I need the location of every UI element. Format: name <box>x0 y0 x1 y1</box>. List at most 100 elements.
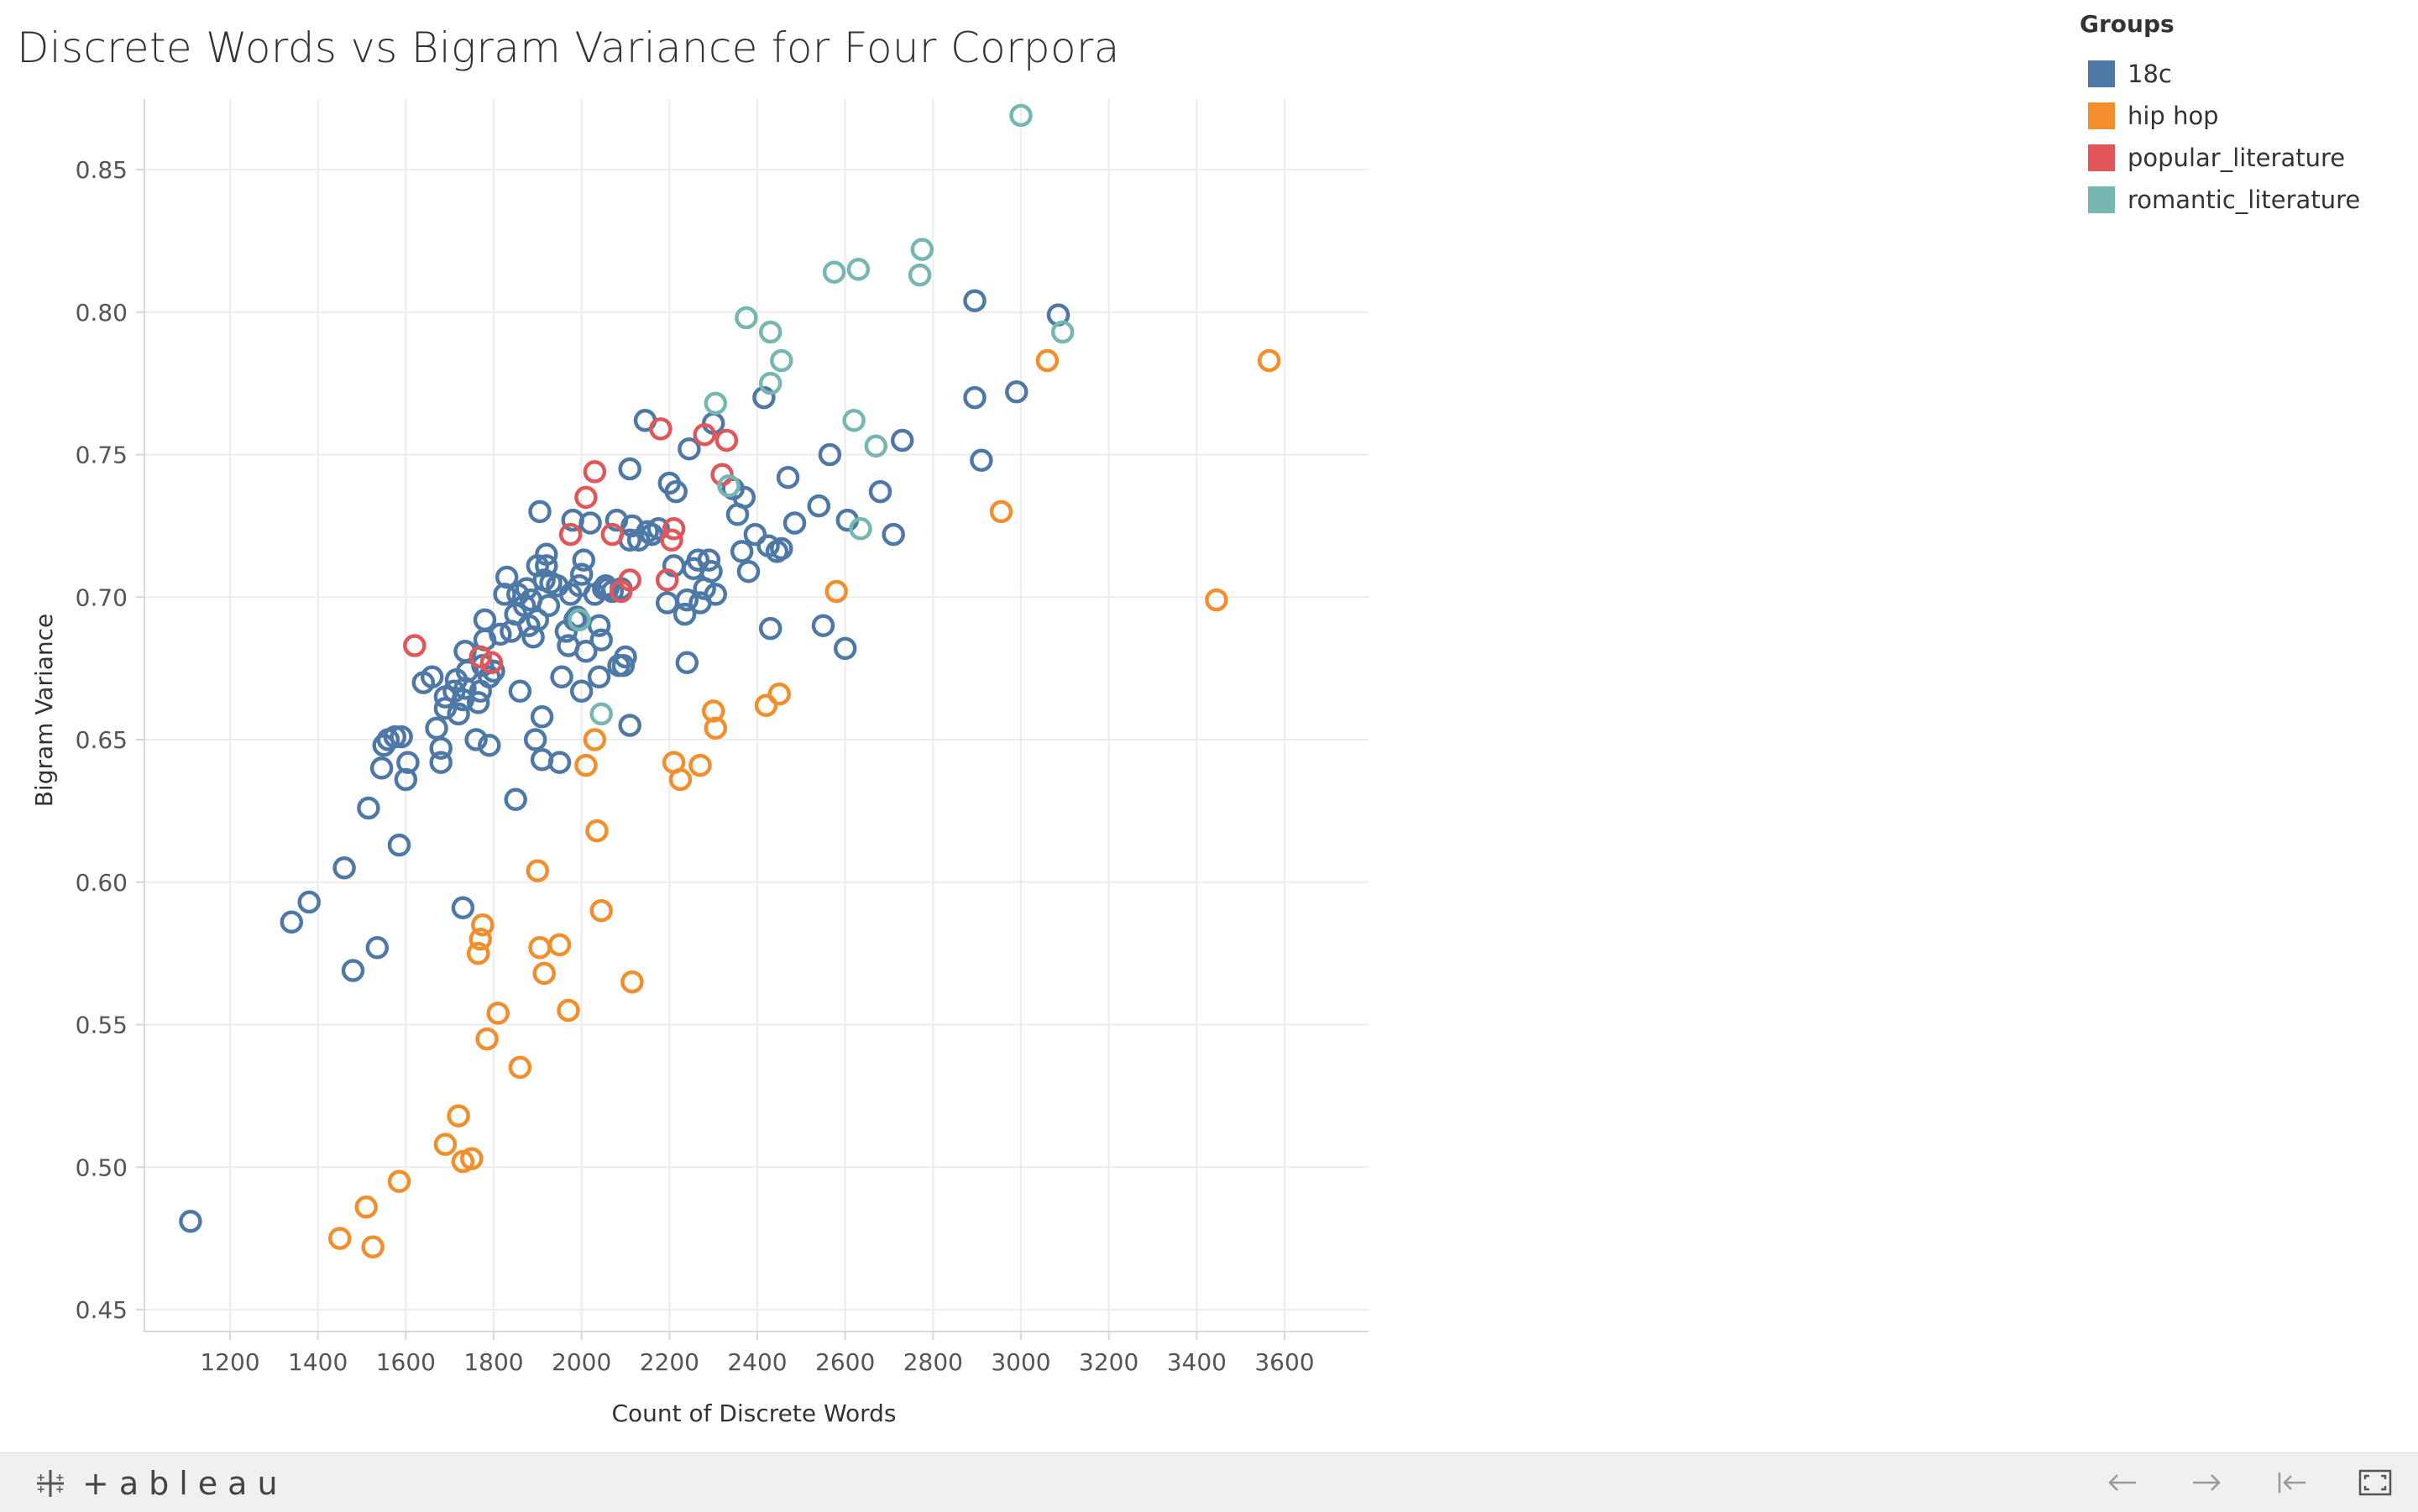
data-point[interactable] <box>704 583 728 606</box>
data-point[interactable] <box>451 896 475 920</box>
data-point[interactable] <box>583 460 607 484</box>
data-point[interactable] <box>678 437 701 461</box>
data-point[interactable] <box>662 517 686 541</box>
data-point[interactable] <box>646 517 671 541</box>
data-point[interactable] <box>589 898 613 923</box>
data-point[interactable] <box>297 890 321 914</box>
data-point[interactable] <box>361 1235 385 1259</box>
data-point[interactable] <box>714 428 739 453</box>
data-point[interactable] <box>989 500 1013 524</box>
data-point[interactable] <box>754 693 778 718</box>
data-point[interactable] <box>578 511 602 535</box>
data-point[interactable] <box>558 522 583 547</box>
data-point[interactable] <box>587 665 611 689</box>
data-point[interactable] <box>697 548 721 572</box>
data-point[interactable] <box>732 485 756 510</box>
data-point[interactable] <box>569 679 594 704</box>
data-point[interactable] <box>618 568 641 592</box>
series-hip-hop[interactable] <box>328 348 1281 1259</box>
data-point[interactable] <box>528 936 552 960</box>
data-point[interactable] <box>710 463 734 487</box>
data-point[interactable] <box>811 614 835 637</box>
data-point[interactable] <box>704 391 728 416</box>
data-point[interactable] <box>824 579 848 604</box>
data-point[interactable] <box>618 457 641 481</box>
data-point[interactable] <box>1205 588 1228 612</box>
data-point[interactable] <box>526 859 550 882</box>
data-point[interactable] <box>453 677 477 700</box>
data-point[interactable] <box>479 651 504 675</box>
data-point[interactable] <box>910 238 934 261</box>
legend-item-hip-hop[interactable]: hip hop <box>2080 95 2360 137</box>
data-point[interactable] <box>589 628 613 651</box>
data-point[interactable] <box>387 1169 411 1193</box>
revert-button[interactable] <box>2273 1463 2311 1502</box>
data-point[interactable] <box>425 716 448 740</box>
data-point[interactable] <box>1009 103 1033 128</box>
data-point[interactable] <box>693 422 716 447</box>
data-point[interactable] <box>532 961 556 986</box>
undo-button[interactable] <box>2103 1463 2142 1502</box>
data-point[interactable] <box>736 559 761 583</box>
data-point[interactable] <box>618 714 641 737</box>
data-point[interactable] <box>688 753 712 777</box>
data-point[interactable] <box>822 260 846 284</box>
legend-item-popular-literature[interactable]: popular_literature <box>2080 137 2360 179</box>
data-point[interactable] <box>528 500 552 524</box>
data-point[interactable] <box>704 716 728 740</box>
data-point[interactable] <box>486 1002 510 1025</box>
data-point[interactable] <box>394 767 418 792</box>
data-point[interactable] <box>758 371 782 395</box>
legend-item-18c[interactable]: 18c <box>2080 53 2360 95</box>
data-point[interactable] <box>468 927 493 951</box>
data-point[interactable] <box>868 479 892 504</box>
data-point[interactable] <box>770 348 793 373</box>
data-point[interactable] <box>493 583 516 606</box>
data-point[interactable] <box>807 494 831 518</box>
data-point[interactable] <box>675 588 699 612</box>
series-romantic-literature[interactable] <box>568 103 1075 726</box>
data-point[interactable] <box>332 856 356 880</box>
data-point[interactable] <box>396 751 420 774</box>
data-point[interactable] <box>890 428 914 453</box>
data-point[interactable] <box>365 936 390 960</box>
data-point[interactable] <box>668 767 693 792</box>
data-point[interactable] <box>468 645 493 669</box>
data-point[interactable] <box>574 485 598 510</box>
data-point[interactable] <box>354 1195 378 1219</box>
data-point[interactable] <box>655 568 679 592</box>
data-point[interactable] <box>369 756 394 780</box>
data-point[interactable] <box>882 522 905 547</box>
data-point[interactable] <box>776 465 800 489</box>
data-point[interactable] <box>587 614 611 637</box>
data-point[interactable] <box>730 540 754 563</box>
data-point[interactable] <box>767 682 791 706</box>
data-point[interactable] <box>620 970 644 994</box>
data-point[interactable] <box>433 696 458 720</box>
data-point[interactable] <box>557 998 580 1023</box>
data-point[interactable] <box>970 448 993 473</box>
series-18c[interactable] <box>179 289 1070 1233</box>
data-point[interactable] <box>782 511 807 535</box>
data-point[interactable] <box>686 548 710 572</box>
data-point[interactable] <box>842 409 866 432</box>
data-point[interactable] <box>675 651 699 675</box>
data-point[interactable] <box>504 787 527 812</box>
data-point[interactable] <box>640 522 664 547</box>
data-point[interactable] <box>478 734 501 757</box>
data-point[interactable] <box>280 910 304 934</box>
data-point[interactable] <box>515 577 539 600</box>
data-point[interactable] <box>387 833 411 857</box>
data-point[interactable] <box>758 616 782 641</box>
data-point[interactable] <box>383 725 407 749</box>
data-point[interactable] <box>535 542 558 567</box>
scatter-plot[interactable]: 1200 1400 1600 1800 2000 2200 2400 2600 2800 3000… <box>0 0 1394 1444</box>
data-point[interactable] <box>572 548 596 572</box>
data-point[interactable] <box>963 385 987 410</box>
data-point[interactable] <box>770 536 793 561</box>
data-point[interactable] <box>341 959 365 982</box>
data-point[interactable] <box>328 1227 352 1250</box>
data-point[interactable] <box>460 1147 484 1170</box>
data-point[interactable] <box>466 941 490 965</box>
data-point[interactable] <box>849 517 872 541</box>
